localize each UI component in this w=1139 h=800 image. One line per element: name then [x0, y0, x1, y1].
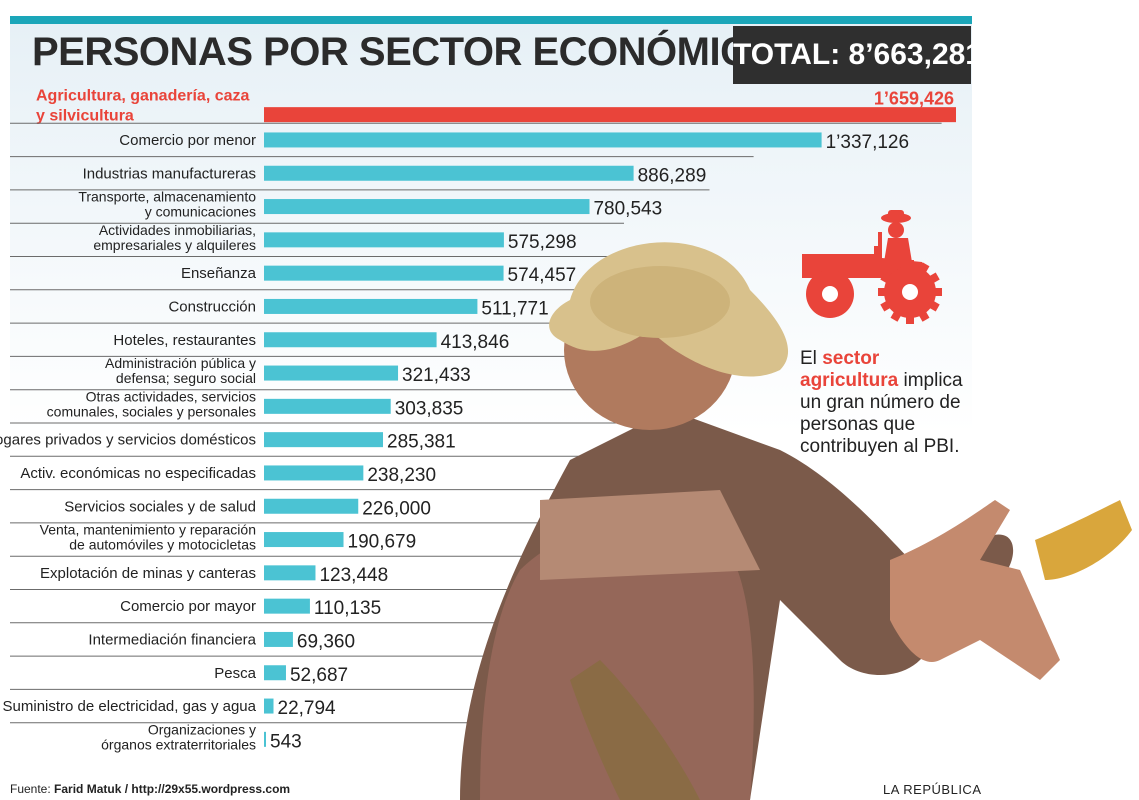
bar: [264, 365, 399, 381]
category-label: Otras actividades, servicios: [86, 388, 256, 404]
source-line: Fuente: Farid Matuk / http://29x55.wordp…: [10, 782, 290, 796]
category-label: Comercio por mayor: [120, 598, 256, 615]
category-label: Industrias manufactureras: [83, 165, 256, 182]
category-label: Pesca: [214, 665, 256, 682]
category-label: Activ. económicas no especificadas: [20, 465, 256, 482]
value-label: 22,794: [278, 698, 337, 719]
value-label: 575,298: [508, 232, 577, 253]
bar: [264, 107, 956, 123]
total-badge: TOTAL: 8’663,281: [733, 26, 982, 84]
category-label: y silvicultura: [36, 108, 134, 125]
callout-highlight: sector agricultura: [800, 348, 899, 391]
farmer-photo: [460, 242, 1132, 800]
category-label: Comercio por menor: [119, 132, 256, 149]
category-label: Transporte, almacenamiento: [78, 189, 256, 205]
value-label: 123,448: [319, 565, 388, 586]
bar: [264, 598, 310, 614]
value-label: 413,846: [441, 332, 510, 353]
bar: [264, 665, 286, 681]
bar: [264, 132, 822, 148]
value-label: 886,289: [638, 165, 707, 186]
category-label: Hoteles, restaurantes: [113, 332, 256, 349]
category-label: Organizaciones y: [148, 721, 256, 737]
category-label: de automóviles y motocicletas: [69, 537, 256, 553]
value-label: 1’659,426: [874, 89, 954, 109]
category-label: Servicios sociales y de salud: [64, 498, 256, 515]
value-label: 238,230: [367, 465, 436, 486]
bar: [264, 698, 274, 714]
category-label: Agricultura, ganadería, caza: [36, 88, 250, 105]
bar: [264, 332, 437, 348]
bar: [264, 731, 266, 747]
bar: [264, 232, 504, 248]
bar: [264, 398, 391, 414]
category-label: Suministro de electricidad, gas y agua: [3, 698, 257, 715]
value-label: 574,457: [508, 265, 577, 286]
value-label: 303,835: [395, 398, 464, 419]
value-label: 190,679: [348, 532, 417, 553]
callout-pre: El: [800, 348, 823, 369]
bar: [264, 532, 344, 548]
value-label: 511,771: [481, 298, 548, 319]
category-label: Explotación de minas y canteras: [40, 565, 256, 582]
category-label: Enseñanza: [181, 265, 257, 282]
bar: [264, 199, 590, 215]
category-label: comunales, sociales y personales: [47, 403, 256, 419]
bar: [264, 498, 359, 514]
category-label: y comunicaciones: [145, 204, 256, 220]
publisher-credit: LA REPÚBLICA: [883, 782, 982, 797]
chart-title: PERSONAS POR SECTOR ECONÓMICO: [32, 30, 780, 74]
value-label: 110,135: [314, 598, 381, 619]
category-label: Administración pública y: [105, 355, 256, 371]
bar: [264, 465, 364, 481]
bar: [264, 265, 504, 281]
bar: [264, 165, 634, 181]
category-label: Venta, mantenimiento y reparación: [40, 522, 256, 538]
bar: [264, 298, 478, 314]
source-label: Fuente:: [10, 782, 55, 796]
value-label: 69,360: [297, 631, 355, 652]
callout-post: implica un gran número de personas que c…: [800, 370, 963, 457]
value-label: 285,381: [387, 432, 456, 453]
category-label: empresariales y alquileres: [93, 237, 256, 253]
bar: [264, 631, 293, 647]
category-label: órganos extraterritoriales: [101, 736, 256, 752]
value-label: 226,000: [362, 498, 431, 519]
bar: [264, 432, 384, 448]
value-label: 1’337,126: [826, 132, 909, 153]
source-value: Farid Matuk / http://29x55.wordpress.com: [54, 782, 291, 796]
callout-text: El sector agricultura implica un gran nú…: [800, 348, 970, 458]
tractor-icon: [802, 210, 942, 324]
category-label: Actividades inmobiliarias,: [99, 222, 256, 238]
bar: [264, 565, 316, 581]
value-label: 780,543: [593, 199, 662, 220]
value-label: 52,687: [290, 665, 348, 686]
category-label: Hogares privados y servicios domésticos: [0, 432, 256, 449]
category-label: defensa; seguro social: [116, 370, 256, 386]
category-label: Intermediación financiera: [88, 631, 256, 648]
category-label: Construcción: [168, 298, 256, 315]
top-accent-bar: [10, 16, 972, 24]
value-label: 321,433: [402, 365, 471, 386]
value-label: 543: [270, 731, 302, 752]
